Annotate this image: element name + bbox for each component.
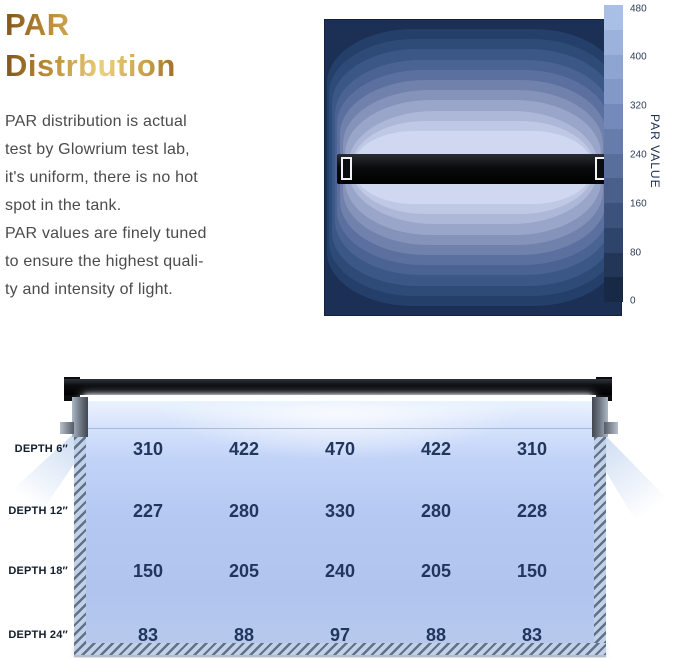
par-value: 422 <box>420 439 452 459</box>
colorbar-title: PAR VALUE <box>648 114 662 189</box>
colorbar-tick: 240 <box>630 149 647 161</box>
mount-bracket-foot-right <box>604 422 618 434</box>
par-value: 227 <box>132 501 164 521</box>
page-title: PAR Distrbution <box>5 4 281 86</box>
description-line: test by Glowrium test lab, <box>5 141 190 158</box>
colorbar-segment <box>604 54 623 80</box>
depth-label-24in: DEPTH 24″ <box>8 629 68 641</box>
par-value: 88 <box>233 625 255 645</box>
colorbar-segment <box>604 203 623 228</box>
par-value: 310 <box>516 439 548 459</box>
depth-label-18in: DEPTH 18″ <box>8 565 68 577</box>
par-value: 205 <box>420 561 452 581</box>
par-value: 422 <box>228 439 260 459</box>
water-surface-line <box>86 428 594 429</box>
colorbar-segment <box>604 178 623 203</box>
title-line-2: Distrbution <box>5 45 281 86</box>
par-value: 330 <box>324 501 356 521</box>
fixture-end-bracket <box>341 157 352 180</box>
description-line: PAR values are finely tuned <box>5 225 207 242</box>
light-fixture-bar <box>337 154 610 184</box>
description-line: spot in the tank. <box>5 197 122 214</box>
colorbar-tick: 400 <box>630 51 647 63</box>
mount-bracket-left <box>72 397 88 437</box>
par-value: 470 <box>324 439 356 459</box>
tank-wall-right <box>594 428 606 645</box>
par-value: 83 <box>137 625 159 645</box>
par-value-row: 227 280 330 280 228 <box>86 500 594 522</box>
mount-bracket-foot-left <box>60 422 74 434</box>
par-value: 150 <box>516 561 548 581</box>
par-heatmap <box>324 19 622 316</box>
par-value-row: 310 422 470 422 310 <box>86 438 594 460</box>
par-value: 97 <box>329 625 351 645</box>
colorbar-tick: 480 <box>630 3 647 15</box>
colorbar-segment <box>604 153 623 179</box>
colorbar-tick: 80 <box>630 247 642 259</box>
led-light-strip <box>84 395 592 401</box>
colorbar-segment <box>604 227 623 253</box>
colorbar-tick: 320 <box>630 100 647 112</box>
par-value: 88 <box>425 625 447 645</box>
description-line: to ensure the highest quali- <box>5 253 204 270</box>
colorbar-segment <box>604 104 623 129</box>
tank-water <box>86 401 594 645</box>
intro-section: PAR Distrbution PAR distribution is actu… <box>5 4 281 304</box>
colorbar-segment <box>604 29 623 55</box>
par-colorbar <box>604 5 623 302</box>
colorbar-segment <box>604 277 623 302</box>
title-line-1: PAR <box>5 4 281 45</box>
description-line: ty and intensity of light. <box>5 281 173 298</box>
par-value-row: 83 88 97 88 83 <box>86 624 594 646</box>
colorbar-ticks: 480 400 320 240 160 80 0 <box>630 3 664 307</box>
depth-label-6in: DEPTH 6″ <box>14 443 68 455</box>
colorbar-segment <box>604 5 623 30</box>
tank-wall-left <box>74 428 86 645</box>
colorbar-segment <box>604 79 623 104</box>
par-value: 150 <box>132 561 164 581</box>
colorbar-tick: 160 <box>630 198 647 210</box>
par-value: 228 <box>516 501 548 521</box>
par-value: 83 <box>521 625 543 645</box>
description-line: PAR distribution is actual <box>5 113 187 130</box>
depth-par-diagram: DEPTH 6″ 310 422 470 422 310 DEPTH 12″ 2… <box>0 370 679 658</box>
colorbar-segment <box>604 128 623 154</box>
par-value: 280 <box>420 501 452 521</box>
colorbar-segment <box>604 252 623 278</box>
par-value-row: 150 205 240 205 150 <box>86 560 594 582</box>
aquarium-tank <box>74 401 606 657</box>
description-line: it's uniform, there is no hot <box>5 169 198 186</box>
led-fixture-bar <box>64 379 612 395</box>
depth-label-12in: DEPTH 12″ <box>8 505 68 517</box>
par-value: 310 <box>132 439 164 459</box>
light-spill-right <box>598 428 679 566</box>
par-value: 280 <box>228 501 260 521</box>
tank-floor <box>74 643 606 657</box>
description-text: PAR distribution is actual test by Glowr… <box>5 108 281 304</box>
par-value: 240 <box>324 561 356 581</box>
par-value: 205 <box>228 561 260 581</box>
colorbar-tick: 0 <box>630 295 636 307</box>
